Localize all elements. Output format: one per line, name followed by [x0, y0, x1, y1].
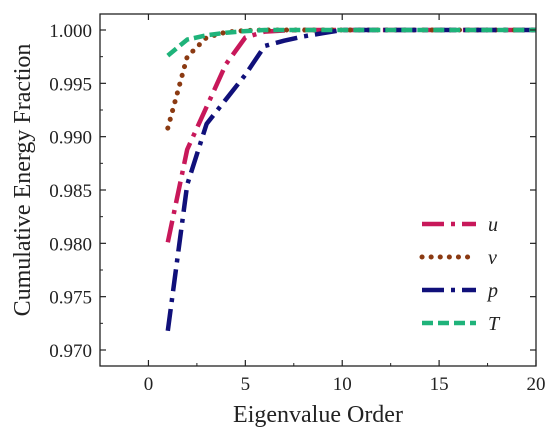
x-tick-label: 0	[144, 374, 154, 395]
y-axis-title: Cumulative Energy Fraction	[10, 44, 36, 317]
y-tick-label: 0.995	[49, 74, 92, 95]
y-tick-label: 0.985	[49, 181, 92, 202]
legend-label-T: T	[488, 313, 501, 335]
x-tick-label: 10	[333, 374, 352, 395]
legend-label-p: p	[486, 280, 498, 302]
series-line-v	[165, 27, 539, 131]
y-tick-label: 0.990	[49, 128, 92, 149]
plot-frame	[99, 13, 537, 367]
y-tick-label: 0.980	[49, 234, 92, 255]
y-tick-label: 1.000	[49, 21, 92, 42]
legend-label-u: u	[488, 214, 498, 236]
x-tick-label: 20	[527, 374, 546, 395]
y-tick-label: 0.970	[49, 341, 92, 362]
plot-area	[165, 27, 539, 332]
series-line-u	[165, 27, 536, 243]
x-axis-title: Eigenvalue Order	[233, 402, 403, 428]
series-line-T	[166, 27, 536, 58]
axes: 0 5 10 15 20 0.970 0.975 0.980 0.985 0.990 0.995 1.…	[49, 13, 546, 395]
legend-label-v: v	[488, 247, 497, 269]
x-tick-label: 15	[430, 374, 449, 395]
x-tick-label: 5	[241, 374, 251, 395]
y-tick-label: 0.975	[49, 288, 92, 309]
